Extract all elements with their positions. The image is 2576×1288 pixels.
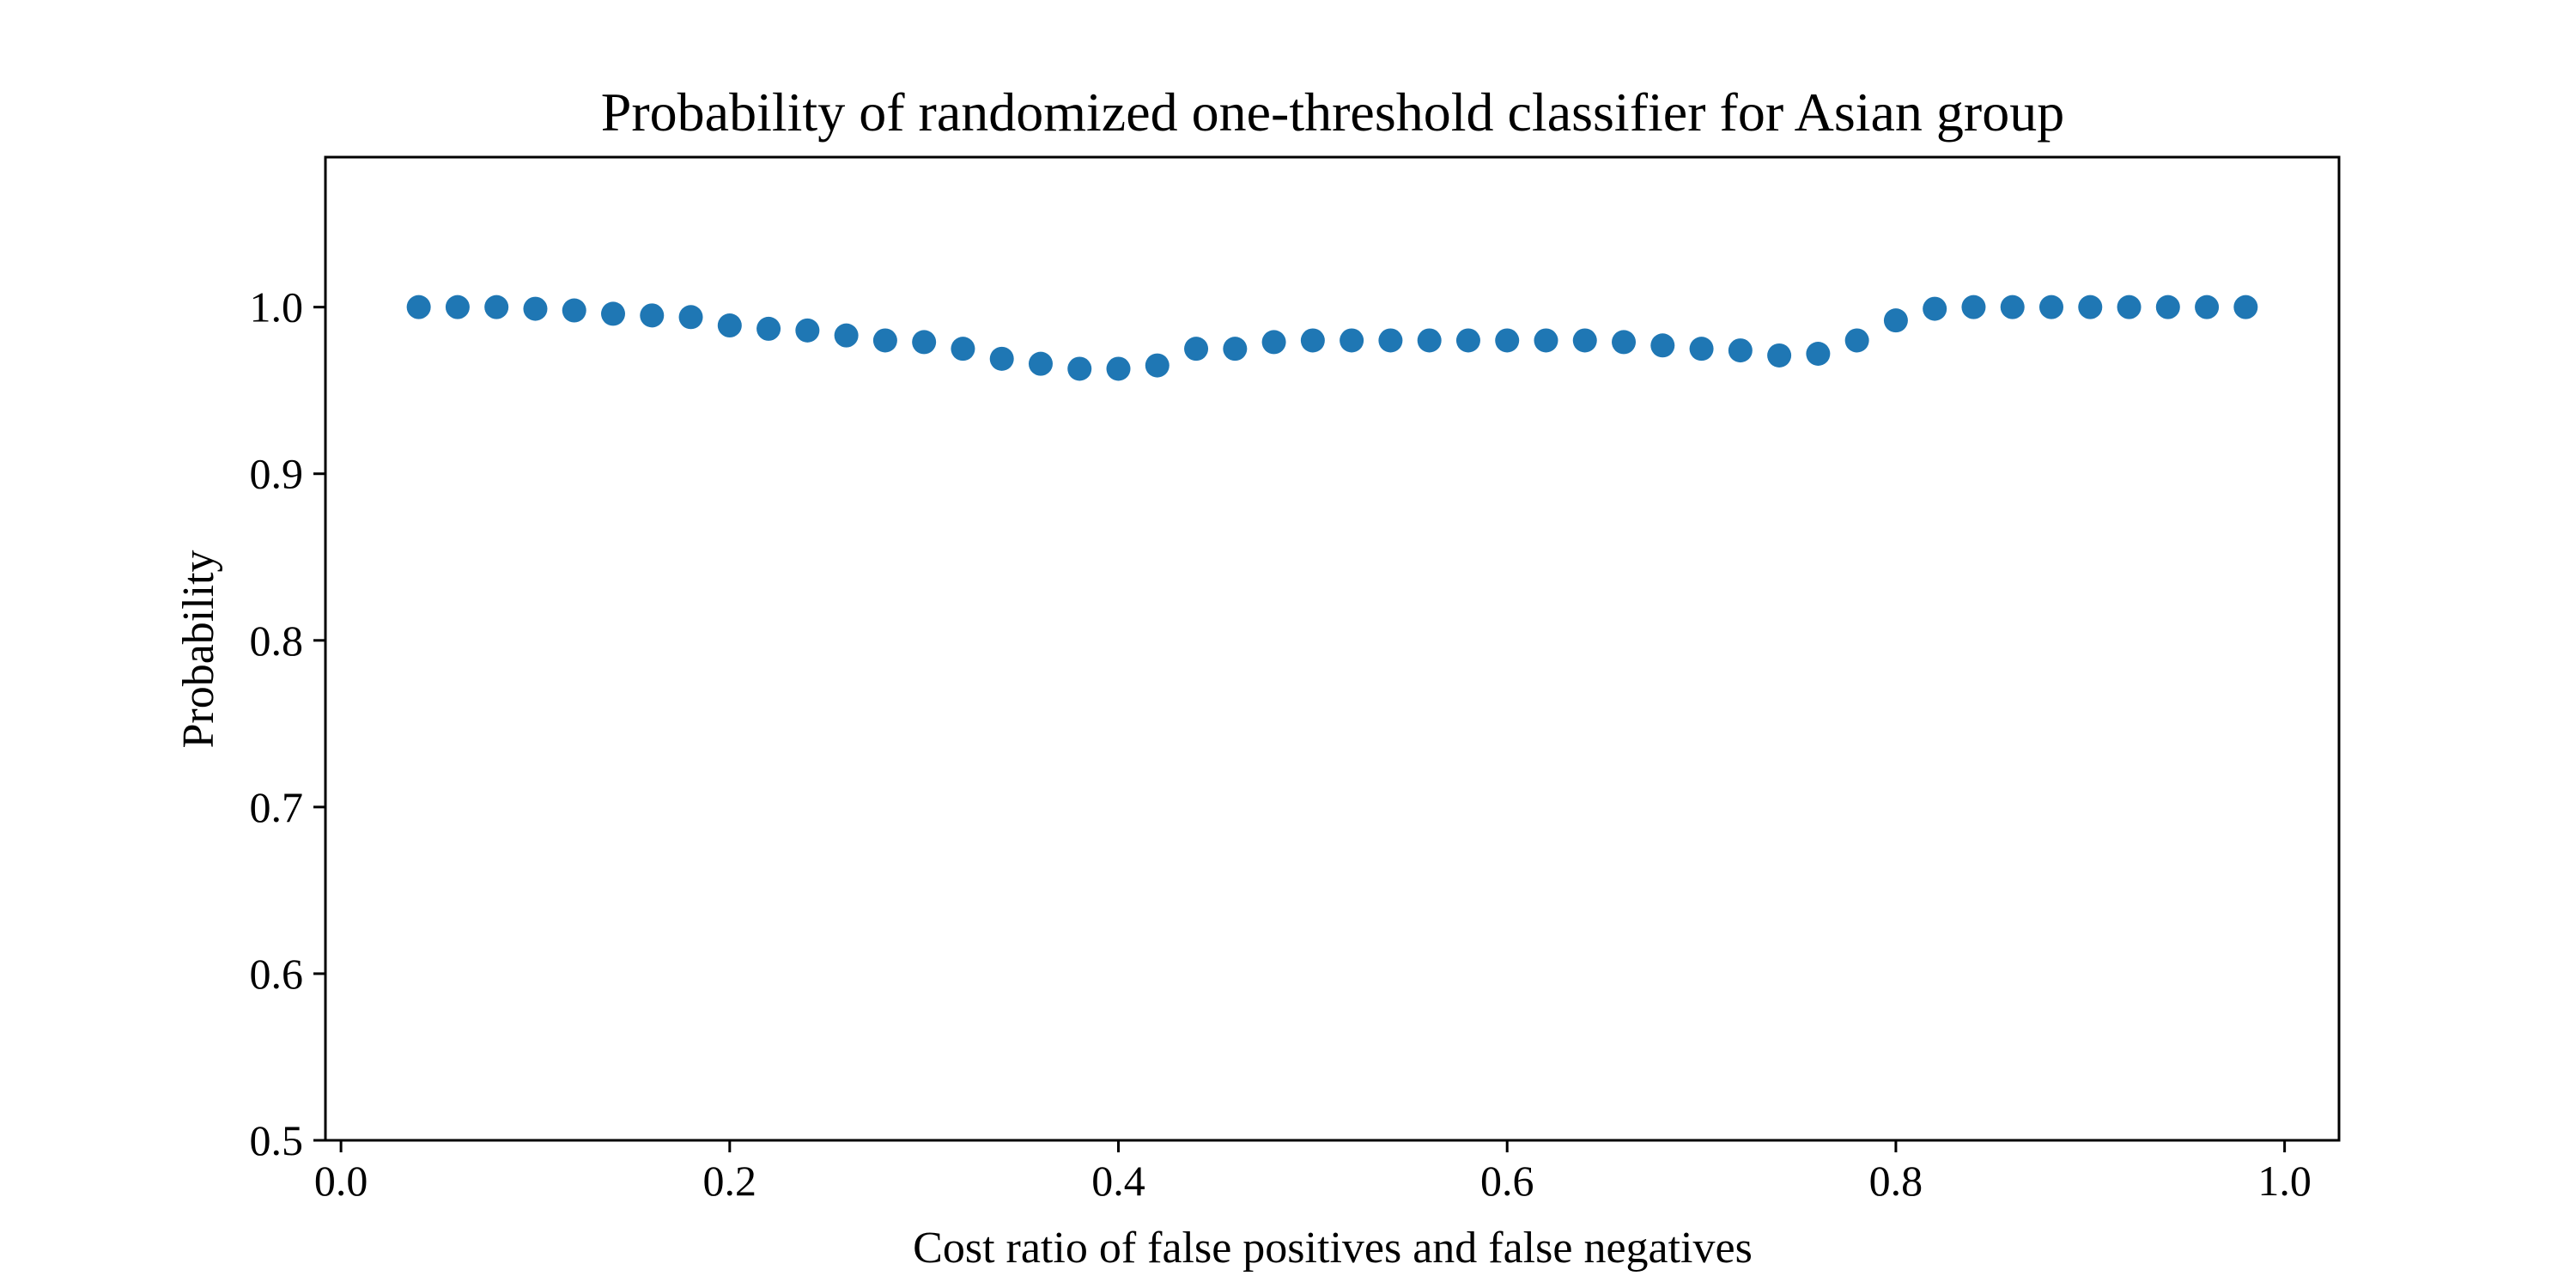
data-point — [912, 330, 937, 355]
data-point — [1767, 343, 1792, 368]
y-tick-label: 1.0 — [250, 283, 304, 331]
data-point — [2155, 295, 2180, 319]
data-point — [2117, 295, 2142, 319]
x-tick-label: 0.0 — [314, 1157, 368, 1205]
data-point — [2039, 295, 2063, 319]
data-point — [1534, 328, 1558, 353]
data-point — [1923, 296, 1947, 321]
x-tick-label: 0.4 — [1091, 1157, 1145, 1205]
plot-frame — [324, 155, 2341, 1142]
data-point — [1844, 328, 1869, 353]
data-point — [2078, 295, 2103, 319]
data-point — [640, 303, 665, 328]
data-point — [678, 305, 703, 330]
data-point — [601, 301, 625, 326]
data-point — [872, 328, 897, 353]
x-axis-label: Cost ratio of false positives and false … — [913, 1224, 1753, 1273]
data-point — [717, 313, 742, 338]
y-axis-ticks: 0.5 0.6 0.7 0.8 0.9 1.0 — [250, 283, 325, 1164]
data-point — [562, 298, 586, 323]
data-point — [1300, 328, 1325, 353]
data-point — [951, 337, 975, 361]
data-point — [1067, 356, 1092, 381]
data-point — [1883, 308, 1908, 333]
data-point — [1455, 328, 1480, 353]
data-point — [989, 346, 1014, 371]
x-tick-label: 0.8 — [1869, 1157, 1923, 1205]
data-point — [523, 296, 548, 321]
data-point — [1572, 328, 1597, 353]
data-point — [795, 318, 820, 343]
data-point — [1028, 351, 1053, 376]
data-point — [1145, 353, 1170, 378]
data-point — [1612, 330, 1637, 355]
data-point — [484, 295, 509, 319]
data-point — [445, 295, 470, 319]
data-point — [756, 316, 781, 341]
data-point — [2000, 295, 2025, 319]
data-point — [1728, 338, 1753, 363]
x-tick-label: 1.0 — [2257, 1157, 2312, 1205]
data-point — [1417, 328, 1442, 353]
y-tick-label: 0.7 — [250, 783, 304, 831]
data-point — [834, 323, 859, 348]
data-point — [2233, 295, 2258, 319]
data-point — [406, 295, 431, 319]
data-point — [1689, 337, 1714, 361]
data-point — [1650, 333, 1675, 358]
y-axis-label: Probability — [174, 550, 223, 748]
x-tick-label: 0.6 — [1480, 1157, 1534, 1205]
x-axis-ticks: 0.0 0.2 0.4 0.6 0.8 1.0 — [314, 1140, 2312, 1205]
data-point — [1223, 337, 1248, 361]
data-point — [1495, 328, 1520, 353]
data-point — [2195, 295, 2220, 319]
y-tick-label: 0.8 — [250, 617, 304, 665]
y-tick-label: 0.5 — [250, 1116, 304, 1164]
data-point — [1378, 328, 1403, 353]
data-point — [1806, 342, 1831, 366]
chart-title: Probability of randomized one-threshold … — [601, 82, 2064, 143]
x-tick-label: 0.2 — [703, 1157, 757, 1205]
data-point — [1184, 337, 1209, 361]
data-point — [1340, 328, 1364, 353]
y-tick-label: 0.9 — [250, 450, 304, 498]
data-point — [1961, 295, 1986, 319]
y-tick-label: 0.6 — [250, 950, 304, 998]
data-point — [1261, 330, 1286, 355]
scatter-points — [406, 295, 2258, 381]
data-point — [1106, 356, 1131, 381]
